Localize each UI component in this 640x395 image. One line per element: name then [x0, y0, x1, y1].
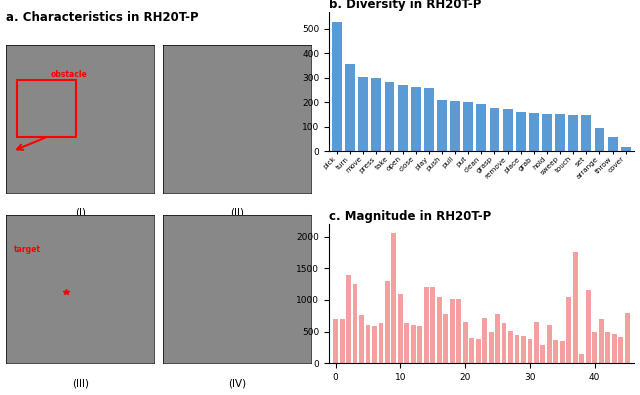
Bar — [502, 324, 506, 363]
Text: b. Diversity in RH20T-P: b. Diversity in RH20T-P — [329, 0, 481, 11]
Bar — [332, 22, 342, 151]
Bar — [618, 337, 623, 363]
Bar — [595, 128, 604, 151]
Bar — [430, 287, 435, 363]
Bar — [573, 252, 578, 363]
Bar — [450, 101, 460, 151]
Bar — [411, 325, 416, 363]
Bar — [398, 293, 403, 363]
Bar — [568, 115, 578, 151]
Bar — [385, 281, 390, 363]
Bar — [612, 334, 616, 363]
Bar — [345, 64, 355, 151]
Bar — [333, 319, 338, 363]
Bar — [359, 315, 364, 363]
Bar — [371, 79, 381, 151]
Bar — [463, 102, 473, 151]
Bar — [560, 341, 564, 363]
Text: obstacle: obstacle — [51, 70, 88, 79]
Bar — [566, 297, 572, 363]
Bar — [365, 325, 371, 363]
Bar — [444, 314, 448, 363]
Bar — [424, 88, 434, 151]
Bar — [353, 284, 358, 363]
Bar — [346, 275, 351, 363]
Bar — [456, 299, 461, 363]
Bar — [482, 318, 487, 363]
Text: target: target — [14, 245, 41, 254]
Bar — [579, 354, 584, 363]
Bar — [534, 322, 539, 363]
Bar — [555, 115, 565, 151]
Bar — [547, 325, 552, 363]
Bar — [411, 87, 420, 151]
Bar — [450, 299, 454, 363]
Text: (I): (I) — [75, 208, 86, 218]
Text: c. Magnitude in RH20T-P: c. Magnitude in RH20T-P — [329, 210, 492, 223]
Bar — [527, 339, 532, 363]
Bar — [625, 313, 630, 363]
Bar — [397, 85, 408, 151]
Bar — [605, 332, 610, 363]
Bar — [621, 147, 630, 151]
Bar — [608, 137, 618, 151]
Bar — [378, 323, 383, 363]
Bar — [372, 326, 377, 363]
Bar — [392, 233, 396, 363]
Bar — [463, 322, 468, 363]
Bar — [476, 103, 486, 151]
Bar — [424, 287, 429, 363]
Bar — [437, 297, 442, 363]
Bar — [437, 100, 447, 151]
Bar — [515, 335, 520, 363]
Text: (IV): (IV) — [228, 378, 246, 388]
Bar — [417, 326, 422, 363]
Bar — [502, 109, 513, 151]
Text: (III): (III) — [72, 378, 89, 388]
Bar — [540, 345, 545, 363]
Bar — [529, 113, 539, 151]
Bar — [476, 339, 481, 363]
Text: a. Characteristics in RH20T-P: a. Characteristics in RH20T-P — [6, 11, 199, 24]
Bar — [516, 112, 525, 151]
Bar — [489, 332, 493, 363]
Bar — [17, 80, 76, 137]
Bar — [340, 319, 344, 363]
Bar — [490, 108, 499, 151]
Bar — [586, 290, 591, 363]
Bar — [385, 82, 394, 151]
Bar — [542, 114, 552, 151]
Bar — [581, 115, 591, 151]
Bar — [599, 319, 604, 363]
Bar — [592, 332, 597, 363]
Bar — [358, 77, 368, 151]
Bar — [508, 331, 513, 363]
Bar — [554, 340, 558, 363]
Bar — [404, 323, 410, 363]
Bar — [521, 336, 526, 363]
Bar — [495, 314, 500, 363]
Bar — [469, 338, 474, 363]
Text: (II): (II) — [230, 208, 244, 218]
